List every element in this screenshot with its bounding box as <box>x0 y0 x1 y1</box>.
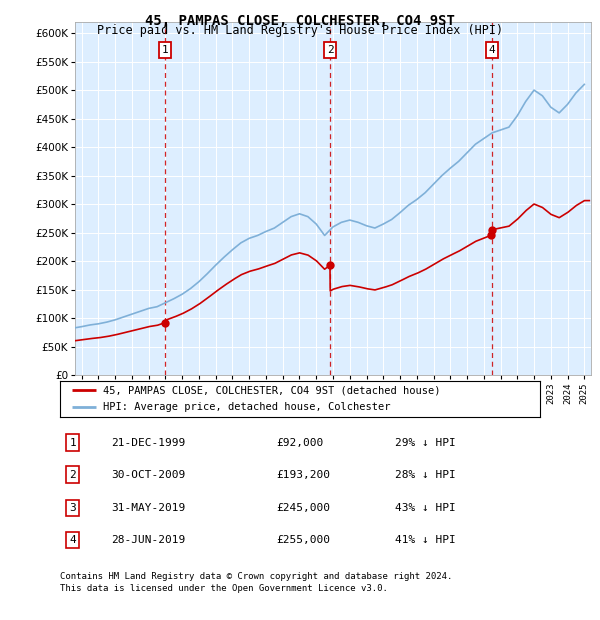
Text: 3: 3 <box>70 503 76 513</box>
Text: This data is licensed under the Open Government Licence v3.0.: This data is licensed under the Open Gov… <box>60 584 388 593</box>
Text: Price paid vs. HM Land Registry's House Price Index (HPI): Price paid vs. HM Land Registry's House … <box>97 24 503 37</box>
Text: 4: 4 <box>488 45 496 55</box>
Text: 30-OCT-2009: 30-OCT-2009 <box>112 469 186 480</box>
Text: 43% ↓ HPI: 43% ↓ HPI <box>395 503 456 513</box>
Text: Contains HM Land Registry data © Crown copyright and database right 2024.: Contains HM Land Registry data © Crown c… <box>60 572 452 581</box>
Text: £255,000: £255,000 <box>277 535 331 545</box>
Text: 29% ↓ HPI: 29% ↓ HPI <box>395 438 456 448</box>
Text: 28% ↓ HPI: 28% ↓ HPI <box>395 469 456 480</box>
Text: £193,200: £193,200 <box>277 469 331 480</box>
Text: 41% ↓ HPI: 41% ↓ HPI <box>395 535 456 545</box>
Text: £245,000: £245,000 <box>277 503 331 513</box>
Text: 1: 1 <box>161 45 169 55</box>
Text: 45, PAMPAS CLOSE, COLCHESTER, CO4 9ST: 45, PAMPAS CLOSE, COLCHESTER, CO4 9ST <box>145 14 455 28</box>
Text: HPI: Average price, detached house, Colchester: HPI: Average price, detached house, Colc… <box>103 402 391 412</box>
Text: 31-MAY-2019: 31-MAY-2019 <box>112 503 186 513</box>
Text: 21-DEC-1999: 21-DEC-1999 <box>112 438 186 448</box>
Text: 2: 2 <box>70 469 76 480</box>
Text: 28-JUN-2019: 28-JUN-2019 <box>112 535 186 545</box>
Text: £92,000: £92,000 <box>277 438 324 448</box>
Text: 1: 1 <box>70 438 76 448</box>
Text: 45, PAMPAS CLOSE, COLCHESTER, CO4 9ST (detached house): 45, PAMPAS CLOSE, COLCHESTER, CO4 9ST (d… <box>103 386 440 396</box>
Text: 2: 2 <box>327 45 334 55</box>
Text: 4: 4 <box>70 535 76 545</box>
